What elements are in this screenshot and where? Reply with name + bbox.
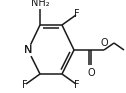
Text: F: F bbox=[74, 80, 80, 90]
Text: NH₂: NH₂ bbox=[31, 0, 49, 8]
Text: O: O bbox=[100, 38, 108, 48]
Text: N: N bbox=[24, 45, 32, 55]
Text: F: F bbox=[22, 80, 28, 90]
Text: N: N bbox=[24, 45, 32, 55]
Text: F: F bbox=[74, 9, 80, 19]
Text: O: O bbox=[87, 68, 95, 78]
